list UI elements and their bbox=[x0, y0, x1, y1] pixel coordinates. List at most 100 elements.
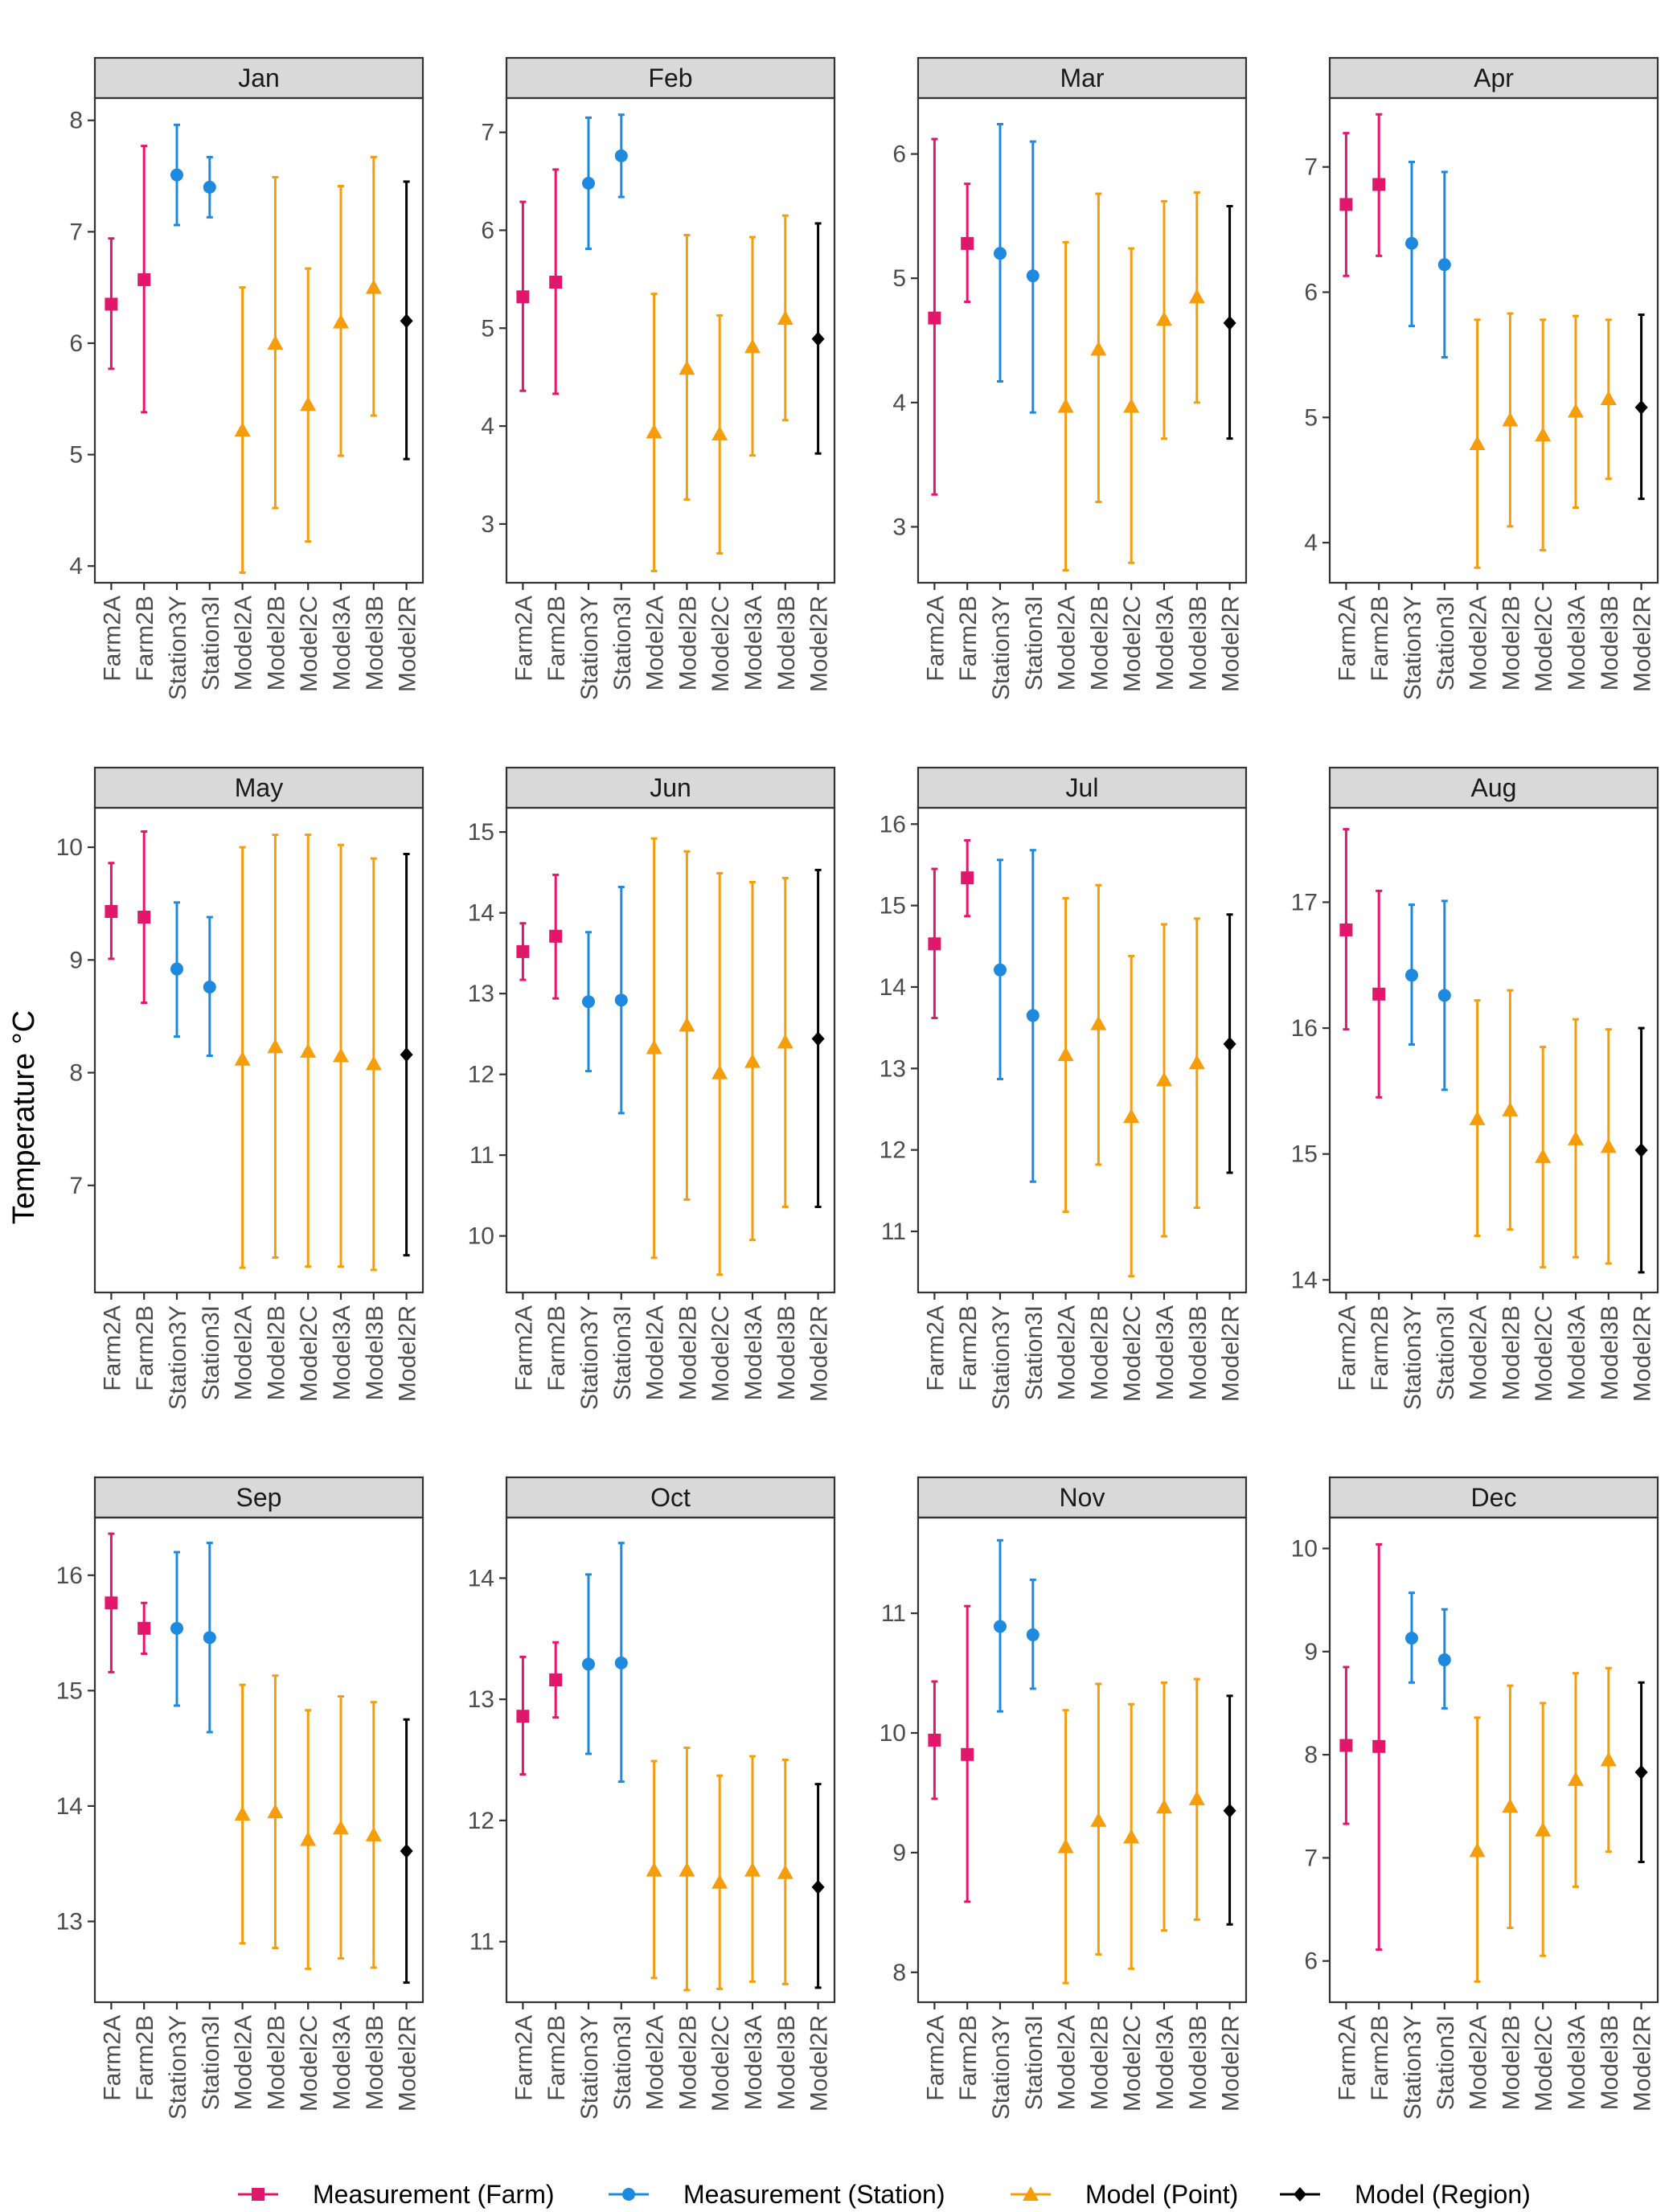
errorbar-farm2a bbox=[516, 922, 530, 981]
x-tick-label: Model2A bbox=[1466, 2015, 1492, 2110]
data-point-farm2b bbox=[1372, 1739, 1386, 1753]
data-point-model2c bbox=[711, 425, 728, 440]
data-point-farm2a bbox=[928, 311, 941, 325]
data-point-model2r bbox=[1634, 399, 1648, 415]
x-tick-label: Farm2A bbox=[1334, 2015, 1360, 2101]
data-point-station3y bbox=[1405, 1632, 1418, 1645]
data-point-model2c bbox=[711, 1874, 728, 1889]
data-point-model2a bbox=[234, 422, 251, 437]
data-point-model2r bbox=[1634, 1764, 1648, 1780]
data-point-station3y bbox=[1405, 236, 1418, 250]
data-point-model2c bbox=[1535, 427, 1552, 442]
errorbar-farm2b bbox=[1372, 889, 1386, 1099]
data-point-model3b bbox=[365, 1826, 382, 1841]
x-tick-label: Station3Y bbox=[1400, 596, 1426, 700]
y-tick-label: 8 bbox=[69, 108, 83, 134]
data-point-model2a bbox=[1469, 1110, 1486, 1125]
errorbar-station3i bbox=[203, 916, 216, 1058]
x-tick-label: Station3I bbox=[1021, 596, 1048, 690]
errorbar-model3a bbox=[1568, 1018, 1584, 1259]
data-point-farm2a bbox=[1339, 198, 1353, 211]
data-point-model2a bbox=[1057, 1047, 1074, 1062]
data-point-model2r bbox=[400, 313, 413, 329]
data-point-station3i bbox=[614, 993, 628, 1007]
errorbar-farm2b bbox=[549, 873, 563, 1000]
x-tick-label: Model2A bbox=[1054, 596, 1080, 690]
errorbar-model3a bbox=[1156, 923, 1172, 1238]
data-point-model2b bbox=[267, 334, 284, 350]
data-point-farm2b bbox=[961, 871, 974, 885]
errorbar-farm2a bbox=[928, 1680, 941, 1800]
errorbar-farm2b bbox=[961, 182, 974, 304]
errorbar-farm2b bbox=[1372, 1542, 1386, 1952]
errorbar-station3i bbox=[203, 155, 216, 219]
errorbar-station3i bbox=[614, 1542, 628, 1784]
x-tick-label: Station3Y bbox=[165, 596, 191, 700]
y-tick-label: 13 bbox=[468, 1686, 494, 1713]
x-tick-label: Model3B bbox=[1597, 596, 1623, 690]
y-tick-label: 15 bbox=[468, 819, 494, 846]
x-tick-label: Farm2A bbox=[1334, 1305, 1360, 1391]
x-tick-label: Farm2B bbox=[955, 1305, 982, 1391]
data-point-farm2a bbox=[105, 1596, 118, 1610]
x-tick-label: Model3B bbox=[1185, 596, 1212, 690]
y-tick-label: 4 bbox=[892, 390, 906, 416]
y-tick-label: 7 bbox=[1304, 154, 1318, 181]
errorbar-station3y bbox=[170, 1550, 183, 1707]
errorbar-farm2a bbox=[516, 1655, 530, 1776]
x-tick-label: Model2B bbox=[675, 2015, 701, 2110]
data-point-model2c bbox=[1123, 1829, 1140, 1844]
errorbar-model2b bbox=[267, 1674, 284, 1950]
errorbar-model2r bbox=[1223, 913, 1236, 1174]
panel-border bbox=[916, 806, 1248, 1294]
data-point-model3b bbox=[777, 1034, 793, 1049]
y-tick-label: 14 bbox=[468, 1565, 494, 1591]
x-tick-label: Model3B bbox=[773, 1305, 800, 1400]
errorbar-model3a bbox=[744, 1755, 761, 1983]
data-point-farm2a bbox=[928, 1733, 941, 1747]
y-tick-label: 15 bbox=[1291, 1141, 1318, 1168]
y-tick-label: 5 bbox=[892, 265, 906, 292]
y-tick-label: 15 bbox=[880, 893, 906, 920]
errorbar-farm2b bbox=[549, 168, 563, 395]
legend: Measurement (Farm) Measurement (Station) M… bbox=[238, 2180, 1531, 2209]
x-tick-label: Farm2B bbox=[1367, 1305, 1393, 1391]
data-point-station3y bbox=[170, 962, 183, 976]
errorbar-station3y bbox=[1405, 903, 1418, 1046]
x-tick-label: Model3B bbox=[362, 1305, 388, 1400]
data-point-farm2b bbox=[549, 276, 563, 289]
errorbar-farm2a bbox=[1339, 132, 1353, 277]
errorbar-model2a bbox=[1057, 1709, 1074, 1985]
data-point-station3i bbox=[1026, 1628, 1039, 1641]
data-point-model2b bbox=[1090, 341, 1107, 356]
y-tick-label: 6 bbox=[481, 217, 494, 244]
data-point-model2b bbox=[1502, 1101, 1519, 1116]
x-tick-label: Model2R bbox=[1218, 1305, 1244, 1402]
errorbar-model2b bbox=[679, 850, 695, 1201]
errorbar-model3a bbox=[744, 880, 761, 1242]
x-tick-label: Model3A bbox=[740, 2015, 767, 2110]
x-tick-label: Model2R bbox=[395, 596, 421, 692]
data-point-model2a bbox=[646, 1039, 662, 1055]
errorbar-model2c bbox=[1123, 1702, 1140, 1970]
y-tick-label: 7 bbox=[481, 120, 494, 146]
panel-jun: Jun 10 11 12 13 14 15 Farm2A Farm2B Station3Y Stat… bbox=[468, 766, 836, 1410]
data-point-model2b bbox=[1090, 1015, 1107, 1030]
x-tick-label: Model2A bbox=[231, 596, 257, 690]
y-tick-label: 8 bbox=[69, 1060, 83, 1087]
data-point-station3i bbox=[1026, 269, 1039, 283]
x-tick-label: Station3I bbox=[1433, 2015, 1459, 2110]
errorbar-model2b bbox=[1090, 883, 1107, 1166]
errorbar-station3y bbox=[994, 858, 1007, 1080]
y-tick-label: 16 bbox=[1291, 1015, 1318, 1042]
errorbar-model3a bbox=[333, 843, 349, 1268]
y-tick-label: 5 bbox=[1304, 404, 1318, 431]
errorbar-model3a bbox=[744, 236, 761, 457]
panel-strip-label: Dec bbox=[1471, 1483, 1517, 1512]
errorbar-model3b bbox=[1188, 917, 1205, 1210]
x-tick-label: Model2C bbox=[1119, 1305, 1146, 1402]
errorbar-model2b bbox=[1502, 312, 1519, 528]
panel-strip-label: Jun bbox=[650, 773, 691, 802]
data-point-model2r bbox=[400, 1047, 413, 1063]
panel-border bbox=[1328, 806, 1659, 1294]
